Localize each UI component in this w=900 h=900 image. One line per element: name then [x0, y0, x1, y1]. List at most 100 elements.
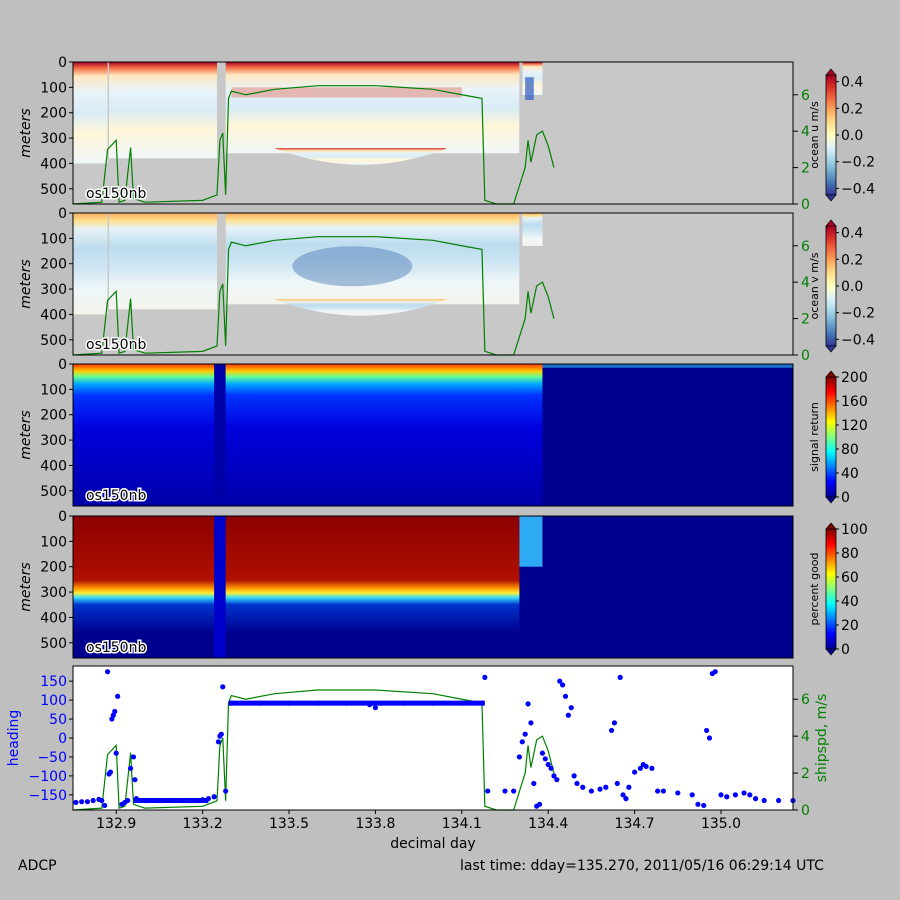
plot-background	[73, 666, 793, 810]
heading-point	[215, 739, 222, 745]
heading-point	[565, 712, 571, 718]
velocity-data-block	[274, 299, 448, 316]
colorbar-extend-bottom	[825, 496, 837, 504]
data-gap	[214, 516, 226, 658]
y-tick-label: 200	[40, 408, 67, 424]
percent-good-data-block	[519, 516, 543, 567]
heading-point	[84, 799, 90, 805]
y2-tick-label: 0	[801, 803, 810, 819]
heading-point	[548, 765, 554, 771]
right-tick-label: 4	[801, 124, 810, 140]
colorbar-tick-label: 0.0	[841, 279, 863, 295]
heading-point	[560, 682, 566, 688]
x-tick-label: 134.1	[442, 816, 482, 832]
velocity-feature	[525, 77, 534, 101]
y-tick-label: 300	[40, 131, 67, 147]
colorbar-extend-top	[825, 68, 837, 76]
heading-point	[519, 739, 525, 745]
right-tick-label: 6	[801, 239, 810, 255]
y-tick-label: 300	[40, 433, 67, 449]
heading-point	[99, 797, 105, 804]
heading-point	[79, 799, 85, 805]
y-tick-label: 400	[40, 610, 67, 626]
heading-point	[649, 765, 655, 771]
velocity-feature	[292, 246, 413, 287]
heading-point	[112, 708, 118, 715]
colorbar-tick-label: 0	[841, 490, 850, 506]
heading-point	[724, 794, 730, 800]
y-tick-label: 50	[49, 712, 67, 728]
x-axis-label: decimal day	[390, 836, 475, 852]
instrument-label: os150nb	[86, 337, 146, 353]
heading-point	[623, 796, 629, 802]
y-axis-label: meters	[18, 108, 34, 157]
colorbar-tick-label: −0.2	[841, 306, 875, 322]
heading-point	[637, 765, 643, 771]
heading-point	[73, 799, 79, 806]
y2-axis-label: shipspd, m/s	[814, 694, 830, 783]
instrument-label: os150nb	[86, 640, 146, 656]
heading-point	[211, 794, 217, 800]
heading-point	[562, 693, 569, 699]
heading-point	[706, 735, 713, 741]
colorbar	[825, 225, 837, 347]
heading-point	[689, 792, 695, 798]
heading-point	[695, 801, 701, 807]
heading-point	[571, 773, 577, 779]
signal-surface-band	[542, 364, 793, 368]
velocity-data-block	[522, 213, 543, 246]
heatmap-panel-2: 0 2 4 6 0 100 200 300 400 500 meters os150nb 0.4 0.2 0…	[18, 206, 875, 364]
colorbar-tick-label: 0	[841, 642, 850, 658]
colorbar-label: percent good	[808, 552, 821, 625]
heading-point	[747, 792, 753, 798]
colorbar-tick-label: 0.2	[841, 252, 863, 268]
ship-speed-line	[72, 85, 555, 205]
colorbar-tick-label: 80	[841, 546, 859, 562]
heatmap-panel-3: 0100200300400500metersos150nb20016012080…	[18, 357, 868, 507]
right-tick-label: 4	[801, 275, 810, 291]
right-tick-label: 6	[801, 88, 810, 104]
y-tick-label: 100	[40, 382, 67, 398]
heading-point	[522, 731, 528, 737]
heading-point	[128, 765, 134, 771]
x-tick-label: 132.9	[96, 816, 136, 832]
heading-point	[732, 792, 739, 798]
heading-point	[752, 796, 759, 802]
y-tick-label: 500	[40, 182, 67, 198]
colorbar-tick-label: 40	[841, 594, 859, 610]
y-tick-label: 300	[40, 282, 67, 298]
heading-point	[115, 693, 121, 699]
y-tick-label: 200	[40, 560, 67, 576]
y-tick-label: 500	[40, 333, 67, 349]
heading-point	[704, 727, 710, 734]
x-tick-label: 134.4	[528, 816, 568, 832]
instrument-label: os150nb	[86, 488, 146, 504]
y2-tick-label: 6	[801, 692, 810, 708]
axes-frame	[72, 212, 794, 356]
colorbar-tick-label: −0.2	[841, 155, 875, 171]
heading-point	[130, 754, 137, 760]
colorbar-label: signal return	[808, 402, 821, 472]
y-tick-label: 500	[40, 484, 67, 500]
heading-point	[551, 773, 557, 779]
y-tick-label: −50	[37, 750, 67, 766]
axes-frame	[72, 61, 794, 205]
y-axis-label: meters	[18, 562, 34, 611]
data-gap	[217, 213, 226, 355]
colorbar-tick-label: 20	[841, 618, 859, 634]
velocity-data-block	[73, 62, 108, 164]
heading-point	[372, 705, 378, 711]
heading-point	[574, 780, 580, 787]
axes-frame	[72, 363, 794, 507]
heading-point	[90, 797, 96, 804]
colorbar-extend-bottom	[825, 194, 837, 202]
velocity-data-block	[274, 148, 448, 165]
data-gap	[217, 62, 226, 204]
heading-point	[104, 669, 111, 675]
colorbar-tick-label: 200	[841, 370, 868, 386]
heading-point	[223, 788, 229, 794]
data-gap	[519, 62, 523, 204]
heading-point	[597, 786, 603, 792]
right-tick-label: 0	[801, 348, 810, 364]
heading-point	[525, 701, 531, 707]
